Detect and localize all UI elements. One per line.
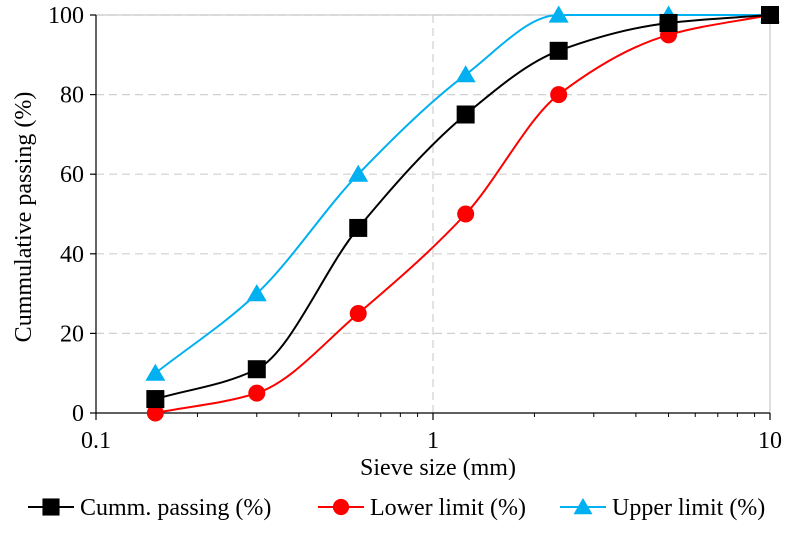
legend-label: Lower limit (%) bbox=[370, 495, 526, 521]
data-point-triangle bbox=[455, 65, 476, 83]
series-layer bbox=[145, 5, 780, 422]
y-tick-label: 0 bbox=[72, 401, 84, 427]
x-tick-label: 10 bbox=[758, 428, 782, 454]
x-tick-label: 0.1 bbox=[81, 428, 111, 454]
data-point-circle bbox=[248, 384, 266, 402]
data-point-circle bbox=[550, 86, 568, 104]
y-tick-label: 100 bbox=[48, 3, 84, 29]
y-tick-label: 20 bbox=[60, 321, 84, 347]
data-point-square bbox=[456, 105, 475, 124]
legend-label: Cumm. passing (%) bbox=[80, 495, 271, 521]
series-line-triangle bbox=[154, 13, 770, 374]
data-point-circle bbox=[457, 205, 475, 223]
data-point-triangle bbox=[145, 363, 166, 381]
data-point-circle bbox=[349, 305, 367, 322]
legend-item: Upper limit (%) bbox=[560, 495, 765, 521]
x-axis-ticks: 0.1 1 10 bbox=[81, 413, 782, 454]
y-axis-ticks: 0 20 40 60 80 100 bbox=[48, 3, 96, 427]
x-tick-label: 1 bbox=[427, 428, 439, 454]
data-point-triangle bbox=[348, 164, 369, 182]
series-triangle bbox=[145, 5, 780, 381]
legend-label: Upper limit (%) bbox=[612, 495, 765, 521]
grid-layer bbox=[96, 14, 770, 413]
data-point-square bbox=[247, 360, 266, 379]
legend-marker-square bbox=[42, 498, 60, 516]
legend-marker-triangle bbox=[573, 497, 593, 515]
y-tick-label: 80 bbox=[60, 83, 84, 109]
y-tick-label: 60 bbox=[60, 162, 84, 188]
data-point-circle bbox=[146, 404, 164, 422]
series-circle bbox=[146, 6, 779, 422]
data-point-square bbox=[549, 41, 568, 60]
legend-item: Lower limit (%) bbox=[318, 495, 526, 521]
data-point-square bbox=[761, 6, 779, 24]
series-square bbox=[146, 6, 779, 409]
data-point-square bbox=[659, 13, 678, 32]
y-axis-title: Cummulative passing (%) bbox=[11, 92, 37, 343]
data-point-triangle bbox=[548, 5, 569, 23]
legend-marker-circle bbox=[332, 498, 350, 516]
x-axis-title: Sieve size (mm) bbox=[360, 455, 516, 481]
data-point-triangle bbox=[246, 284, 267, 302]
legend-item: Cumm. passing (%) bbox=[28, 495, 271, 521]
legend: Cumm. passing (%) Lower limit (%) Upper li… bbox=[28, 495, 765, 521]
y-tick-label: 40 bbox=[60, 242, 84, 268]
data-point-square bbox=[146, 390, 165, 409]
data-point-square bbox=[349, 218, 368, 237]
